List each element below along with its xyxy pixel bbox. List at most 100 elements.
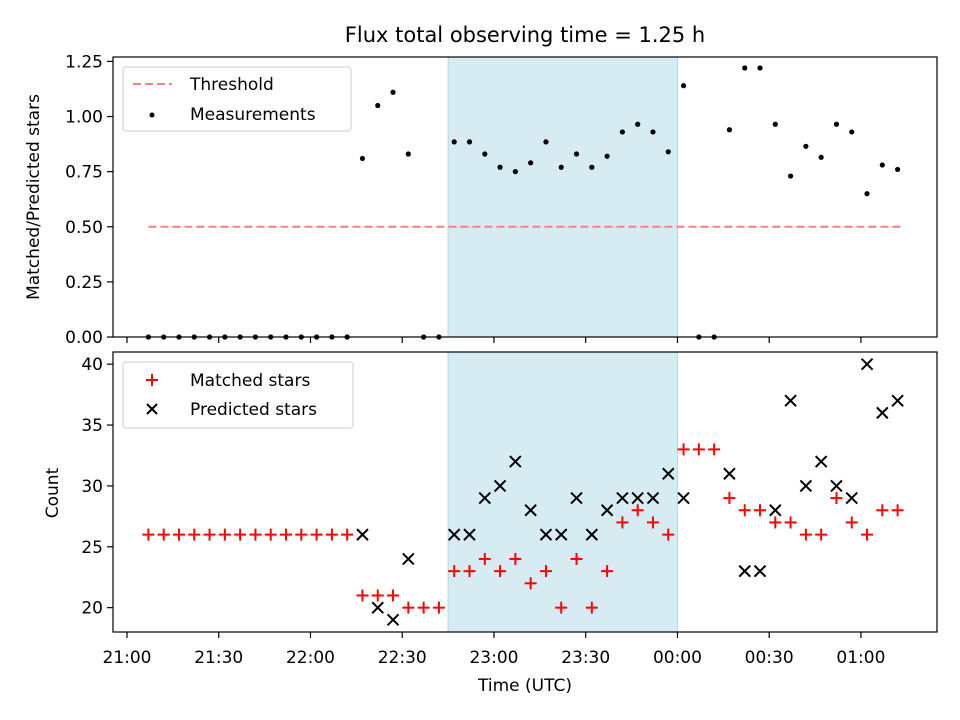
matched-legend-swatch: [146, 374, 158, 386]
matched-star-marker: [417, 601, 430, 614]
matched-star-marker: [524, 577, 537, 590]
predicted-star-stroke: [371, 601, 384, 614]
bottom-x-tick-label: 00:00: [653, 648, 702, 668]
matched-star-marker: [218, 528, 231, 541]
bottom-x-tick-label: 21:30: [194, 648, 243, 668]
predicted-star-stroke: [891, 394, 904, 407]
predicted-legend-swatch: [146, 403, 158, 415]
measurement-point: [466, 139, 473, 145]
predicted-star-stroke: [463, 528, 476, 541]
predicted-star-stroke: [769, 504, 782, 517]
matched-star-marker: [677, 443, 690, 456]
predicted-star-stroke: [723, 467, 736, 480]
predicted-star-marker: [769, 504, 782, 517]
measurement-point: [619, 129, 625, 135]
matched-star-marker: [784, 516, 797, 529]
measurement-point: [818, 154, 824, 160]
bottom-y-tick-label: 20: [81, 599, 103, 619]
measurement-point: [772, 121, 778, 127]
top-x-ticks: [126, 337, 862, 343]
matched-star-marker: [371, 589, 384, 602]
measurement-point: [497, 164, 503, 170]
bottom-x-tick-label: 00:30: [745, 648, 794, 668]
predicted-star-stroke: [753, 564, 767, 578]
predicted-star-stroke: [814, 455, 828, 468]
predicted-star-marker: [830, 479, 843, 493]
measurement-point: [604, 153, 610, 159]
matched-star-marker: [570, 552, 583, 565]
matched-star-marker: [325, 528, 338, 541]
predicted-star-marker: [799, 479, 813, 493]
predicted-star-marker: [509, 455, 522, 468]
predicted-star-stroke: [860, 357, 874, 371]
predicted-star-marker: [371, 601, 384, 614]
measurement-point: [726, 127, 733, 133]
measurement-point: [390, 89, 396, 95]
threshold-legend-label: Threshold: [189, 75, 274, 95]
bottom-y-tick-label: 30: [81, 477, 103, 497]
predicted-star-marker: [539, 528, 553, 541]
predicted-star-stroke: [646, 491, 660, 505]
measurement-point: [787, 173, 794, 179]
measurement-point: [543, 139, 549, 145]
matched-star-marker: [463, 565, 476, 578]
bottom-x-tick-label: 01:00: [836, 648, 885, 668]
measurement-point: [573, 151, 580, 157]
top-y-axis-label: Matched/Predicted stars: [24, 94, 44, 300]
predicted-star-marker: [524, 504, 537, 517]
top-y-tick-label: 0.75: [65, 163, 103, 183]
predicted-star-marker: [493, 479, 507, 493]
measurement-point: [359, 155, 366, 162]
measurement-point: [665, 149, 671, 155]
predicted-star-marker: [677, 491, 690, 505]
predicted-star-marker: [860, 357, 874, 371]
predicted-star-stroke: [830, 479, 843, 493]
matched-star-marker: [692, 443, 705, 456]
predicted-star-marker: [876, 406, 889, 420]
matched-star-marker: [280, 528, 293, 541]
predicted-star-stroke: [478, 491, 491, 505]
matched-star-marker: [387, 589, 400, 602]
predicted-star-stroke: [784, 394, 797, 407]
predicted-star-marker: [555, 528, 568, 541]
matched-star-marker: [509, 552, 522, 565]
predicted-star-marker: [891, 394, 904, 407]
predicted-star-stroke: [799, 479, 813, 493]
predicted-star-marker: [447, 528, 461, 541]
matched-star-marker: [157, 528, 170, 541]
bottom-x-tick-label: 23:30: [561, 648, 610, 668]
matched-star-marker: [172, 528, 185, 541]
bottom-y-axis-label: Count: [43, 467, 63, 518]
top-y-tick-label: 1.00: [65, 108, 103, 128]
measurement-point: [864, 191, 870, 197]
top-y-ticks: 0.00 0.25 0.50 0.75 1.00 1.25: [65, 52, 113, 348]
measurement-point: [558, 164, 564, 170]
measurement-point: [833, 121, 840, 127]
matched-star-marker: [754, 504, 767, 517]
matched-star-marker: [799, 528, 812, 541]
measurement-point: [589, 164, 595, 170]
matched-star-marker: [815, 528, 828, 541]
predicted-star-marker: [616, 491, 629, 505]
matched-star-marker: [402, 601, 415, 614]
predicted-star-stroke: [524, 504, 537, 517]
matched-star-marker: [601, 565, 614, 578]
predicted-star-stroke: [600, 504, 614, 517]
matched-star-marker: [295, 528, 308, 541]
measurements-legend-swatch: [149, 112, 155, 118]
measurement-point: [375, 102, 381, 109]
measurement-point: [451, 139, 457, 145]
measurement-point: [528, 160, 534, 166]
predicted-star-stroke: [386, 613, 400, 627]
predicted-star-marker: [662, 467, 675, 480]
predicted-star-marker: [356, 528, 369, 541]
matched-star-marker: [356, 589, 369, 602]
matched-star-marker: [249, 528, 262, 541]
matched-star-marker: [708, 443, 721, 456]
measurement-point: [849, 129, 855, 135]
bottom-y-tick-label: 35: [81, 416, 103, 436]
predicted-star-stroke: [845, 491, 858, 505]
bottom-legend: Matched stars Predicted stars: [122, 361, 354, 429]
predicted-star-marker: [478, 491, 491, 505]
matched-star-marker: [616, 516, 629, 529]
